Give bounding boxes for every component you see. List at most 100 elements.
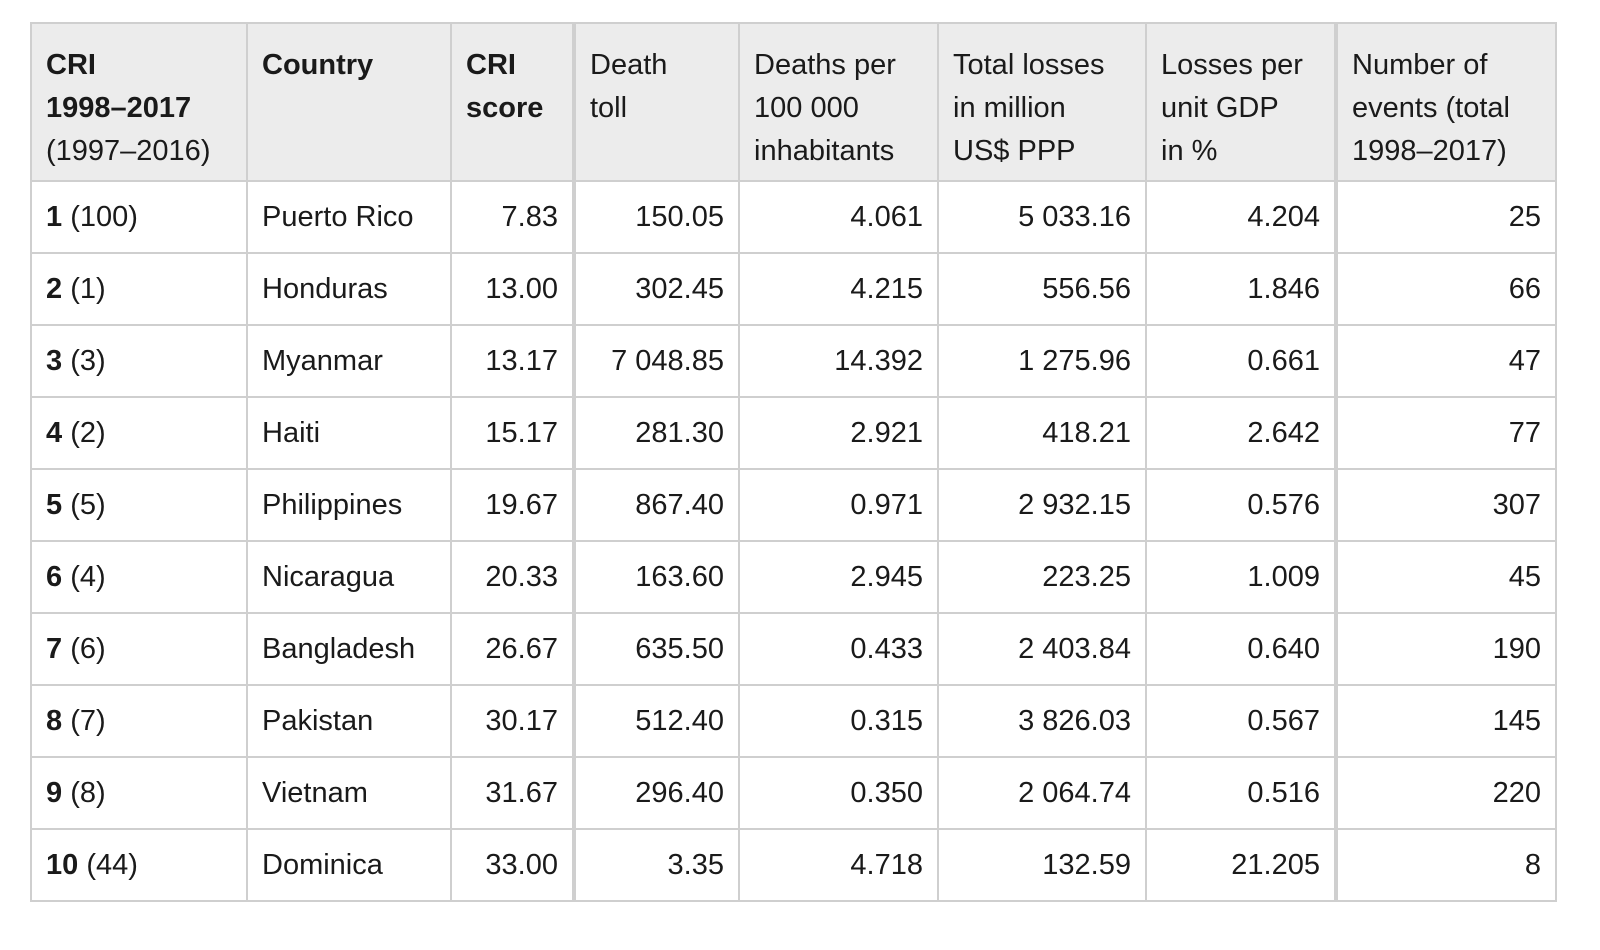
table-row: 9 (8) Vietnam 31.67 296.40 0.350 2 064.7… — [30, 756, 1557, 830]
losses-per-gdp-cell: 21.205 — [1145, 828, 1337, 902]
losses-per-gdp-cell: 0.576 — [1145, 468, 1337, 542]
death-toll-cell: 281.30 — [572, 396, 740, 470]
header-deaths-per-line2: 100 000 — [754, 92, 859, 124]
cri-score-cell: 30.17 — [450, 684, 575, 758]
death-toll-cell: 7 048.85 — [572, 324, 740, 398]
total-losses-cell: 223.25 — [937, 540, 1147, 614]
events-cell: 66 — [1334, 252, 1557, 326]
total-losses-cell: 556.56 — [937, 252, 1147, 326]
previous-rank: (100) — [62, 200, 138, 233]
header-country-label: Country — [262, 49, 374, 81]
events-cell: 45 — [1334, 540, 1557, 614]
header-total-losses-line1: Total losses — [953, 49, 1105, 81]
header-death-toll-line1: Death — [590, 49, 668, 81]
losses-per-gdp-cell: 0.640 — [1145, 612, 1337, 686]
cri-score-cell: 26.67 — [450, 612, 575, 686]
death-toll-cell: 296.40 — [572, 756, 740, 830]
deaths-per-cell: 4.718 — [738, 828, 939, 902]
rank-value: 2 — [46, 272, 63, 305]
cri-ranking-table: CRI 1998–2017 (1997–2016) Country CRI sc… — [30, 22, 1557, 902]
table-row: 4 (2) Haiti 15.17 281.30 2.921 418.21 2.… — [30, 396, 1557, 470]
deaths-per-cell: 0.433 — [738, 612, 939, 686]
previous-rank: (8) — [62, 776, 106, 809]
rank-cell: 10 (44) — [30, 828, 248, 902]
table-header: CRI 1998–2017 (1997–2016) Country CRI sc… — [30, 22, 1557, 182]
events-cell: 47 — [1334, 324, 1557, 398]
events-cell: 145 — [1334, 684, 1557, 758]
table-row: 1 (100) Puerto Rico 7.83 150.05 4.061 5 … — [30, 180, 1557, 254]
country-cell: Philippines — [246, 468, 452, 542]
events-cell: 190 — [1334, 612, 1557, 686]
header-deaths-per-line1: Deaths per — [754, 49, 896, 81]
header-total-losses-line3: US$ PPP — [953, 135, 1076, 167]
death-toll-cell: 302.45 — [572, 252, 740, 326]
events-cell: 307 — [1334, 468, 1557, 542]
cri-score-cell: 7.83 — [450, 180, 575, 254]
rank-cell: 8 (7) — [30, 684, 248, 758]
rank-value: 4 — [46, 416, 63, 449]
cri-score-cell: 13.17 — [450, 324, 575, 398]
cri-score-cell: 13.00 — [450, 252, 575, 326]
events-cell: 77 — [1334, 396, 1557, 470]
table-row: 8 (7) Pakistan 30.17 512.40 0.315 3 826.… — [30, 684, 1557, 758]
deaths-per-cell: 2.945 — [738, 540, 939, 614]
total-losses-cell: 132.59 — [937, 828, 1147, 902]
header-cri-score-line2: score — [466, 92, 544, 124]
header-cri-rank: CRI 1998–2017 (1997–2016) — [30, 22, 248, 182]
deaths-per-cell: 0.350 — [738, 756, 939, 830]
total-losses-cell: 5 033.16 — [937, 180, 1147, 254]
death-toll-cell: 163.60 — [572, 540, 740, 614]
losses-per-gdp-cell: 0.516 — [1145, 756, 1337, 830]
total-losses-cell: 1 275.96 — [937, 324, 1147, 398]
death-toll-cell: 3.35 — [572, 828, 740, 902]
losses-per-gdp-cell: 2.642 — [1145, 396, 1337, 470]
previous-rank: (6) — [62, 632, 106, 665]
rank-cell: 7 (6) — [30, 612, 248, 686]
cri-score-cell: 20.33 — [450, 540, 575, 614]
events-cell: 25 — [1334, 180, 1557, 254]
header-total-losses: Total losses in million US$ PPP — [937, 22, 1147, 182]
death-toll-cell: 867.40 — [572, 468, 740, 542]
country-cell: Pakistan — [246, 684, 452, 758]
header-number-of-events: Number of events (total 1998–2017) — [1334, 22, 1557, 182]
header-losses-per-gdp-line1: Losses per — [1161, 49, 1303, 81]
rank-cell: 5 (5) — [30, 468, 248, 542]
previous-rank: (4) — [62, 560, 106, 593]
previous-rank: (3) — [62, 344, 106, 377]
table-row: 6 (4) Nicaragua 20.33 163.60 2.945 223.2… — [30, 540, 1557, 614]
country-cell: Dominica — [246, 828, 452, 902]
deaths-per-cell: 14.392 — [738, 324, 939, 398]
table-row: 7 (6) Bangladesh 26.67 635.50 0.433 2 40… — [30, 612, 1557, 686]
header-total-losses-line2: in million — [953, 92, 1066, 124]
total-losses-cell: 2 932.15 — [937, 468, 1147, 542]
events-cell: 8 — [1334, 828, 1557, 902]
losses-per-gdp-cell: 4.204 — [1145, 180, 1337, 254]
country-cell: Honduras — [246, 252, 452, 326]
previous-rank: (44) — [78, 848, 138, 881]
table-row: 2 (1) Honduras 13.00 302.45 4.215 556.56… — [30, 252, 1557, 326]
country-cell: Haiti — [246, 396, 452, 470]
country-cell: Myanmar — [246, 324, 452, 398]
header-losses-per-gdp: Losses per unit GDP in % — [1145, 22, 1337, 182]
rank-cell: 2 (1) — [30, 252, 248, 326]
country-cell: Vietnam — [246, 756, 452, 830]
losses-per-gdp-cell: 0.661 — [1145, 324, 1337, 398]
header-deaths-per-100000: Deaths per 100 000 inhabitants — [738, 22, 939, 182]
rank-value: 3 — [46, 344, 63, 377]
deaths-per-cell: 0.315 — [738, 684, 939, 758]
rank-value: 9 — [46, 776, 63, 809]
header-row: CRI 1998–2017 (1997–2016) Country CRI sc… — [30, 22, 1557, 182]
rank-value: 10 — [46, 848, 79, 881]
deaths-per-cell: 2.921 — [738, 396, 939, 470]
deaths-per-cell: 0.971 — [738, 468, 939, 542]
total-losses-cell: 2 064.74 — [937, 756, 1147, 830]
rank-cell: 1 (100) — [30, 180, 248, 254]
header-events-line1: Number of — [1352, 49, 1488, 81]
header-death-toll-line2: toll — [590, 92, 628, 124]
header-losses-per-gdp-line3: in % — [1161, 135, 1218, 167]
previous-rank: (1) — [62, 272, 106, 305]
header-cri-score: CRI score — [450, 22, 575, 182]
header-losses-per-gdp-line2: unit GDP — [1161, 92, 1279, 124]
previous-rank: (2) — [62, 416, 106, 449]
rank-value: 7 — [46, 632, 63, 665]
